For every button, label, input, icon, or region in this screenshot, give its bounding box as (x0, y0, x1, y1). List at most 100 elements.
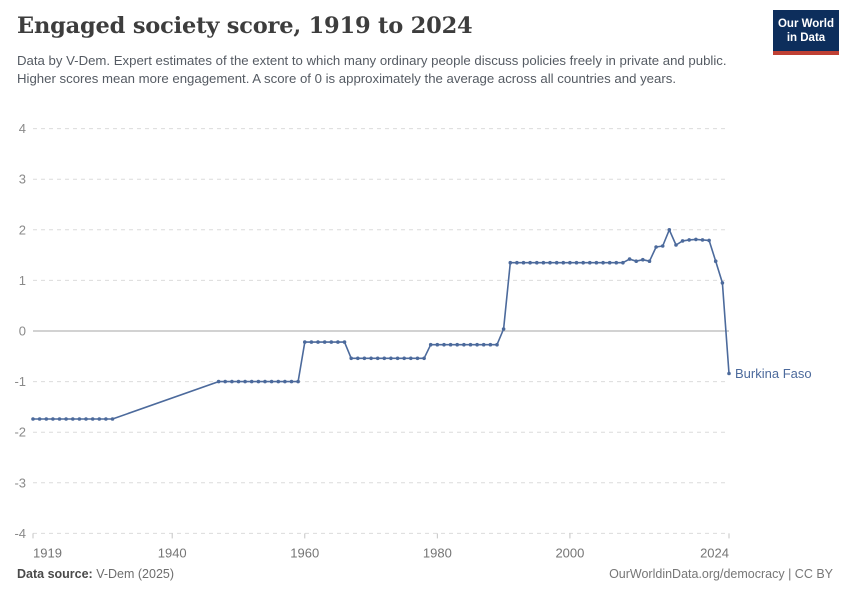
data-point[interactable] (336, 340, 340, 344)
data-point[interactable] (349, 356, 354, 361)
data-point[interactable] (216, 379, 221, 384)
data-point[interactable] (236, 379, 241, 384)
owid-logo[interactable]: Our World in Data (773, 10, 839, 55)
data-point[interactable] (568, 260, 572, 265)
series-line-burkina-faso[interactable] (32, 229, 730, 420)
data-point[interactable] (296, 379, 300, 384)
data-point[interactable] (521, 260, 526, 265)
data-point[interactable] (667, 228, 672, 232)
data-point[interactable] (322, 340, 327, 344)
data-point[interactable] (621, 260, 625, 265)
data-point[interactable] (382, 356, 387, 361)
data-point[interactable] (389, 356, 393, 361)
data-point[interactable] (634, 259, 638, 263)
data-point[interactable] (64, 417, 68, 421)
data-point[interactable] (713, 259, 718, 263)
data-point[interactable] (687, 238, 691, 242)
credit-link[interactable]: OurWorldinData.org/democracy | CC BY (609, 567, 833, 581)
data-point[interactable] (727, 371, 731, 376)
data-point[interactable] (647, 259, 652, 263)
data-point[interactable] (501, 327, 506, 331)
data-point[interactable] (694, 237, 698, 242)
data-point[interactable] (627, 257, 632, 261)
data-point[interactable] (535, 260, 539, 265)
data-point[interactable] (375, 356, 380, 361)
data-point[interactable] (554, 260, 559, 265)
data-point[interactable] (428, 342, 433, 347)
data-point[interactable] (329, 340, 334, 344)
data-source: Data source: V-Dem (2025) (17, 567, 174, 581)
owid-logo-line1: Our World (777, 18, 834, 30)
data-point[interactable] (581, 260, 585, 265)
y-axis-label: 4 (19, 121, 26, 136)
data-point[interactable] (435, 342, 440, 347)
data-point[interactable] (263, 379, 267, 384)
data-point[interactable] (488, 342, 493, 347)
data-point[interactable] (283, 379, 287, 384)
data-point[interactable] (369, 356, 373, 361)
data-point[interactable] (528, 260, 532, 265)
data-point[interactable] (415, 356, 420, 361)
data-point[interactable] (641, 257, 645, 262)
y-axis-label: -4 (14, 526, 26, 541)
data-point[interactable] (588, 260, 592, 265)
data-point[interactable] (316, 340, 320, 344)
data-point[interactable] (71, 417, 75, 421)
data-point[interactable] (362, 356, 367, 361)
data-point[interactable] (243, 379, 247, 384)
data-point[interactable] (515, 260, 519, 265)
data-point[interactable] (574, 260, 579, 265)
data-point[interactable] (395, 356, 400, 361)
data-point[interactable] (707, 238, 711, 243)
data-point[interactable] (541, 260, 546, 265)
data-point[interactable] (342, 340, 347, 344)
data-point[interactable] (57, 417, 62, 421)
data-point[interactable] (422, 356, 426, 361)
data-point[interactable] (700, 238, 705, 242)
data-point[interactable] (303, 340, 307, 344)
data-point[interactable] (468, 342, 473, 347)
data-point[interactable] (548, 260, 552, 265)
data-point[interactable] (614, 260, 619, 265)
data-point[interactable] (601, 260, 605, 265)
data-point[interactable] (409, 356, 413, 361)
data-point[interactable] (356, 356, 360, 361)
data-point[interactable] (594, 260, 599, 265)
x-axis-label: 1919 (33, 545, 62, 560)
data-point[interactable] (110, 417, 115, 421)
data-point[interactable] (654, 245, 658, 249)
data-point[interactable] (462, 342, 466, 347)
data-point[interactable] (249, 379, 254, 384)
data-point[interactable] (309, 340, 314, 344)
data-point[interactable] (37, 417, 42, 421)
data-point[interactable] (31, 417, 35, 421)
data-point[interactable] (256, 379, 261, 384)
data-point[interactable] (720, 281, 725, 285)
data-point[interactable] (84, 417, 88, 421)
data-point[interactable] (44, 417, 49, 421)
data-point[interactable] (104, 417, 108, 421)
owid-logo-line2: in Data (786, 32, 826, 45)
data-point[interactable] (481, 342, 486, 347)
data-point[interactable] (508, 260, 513, 265)
data-point[interactable] (561, 260, 566, 265)
data-point[interactable] (223, 379, 227, 384)
data-point[interactable] (289, 379, 294, 384)
data-point[interactable] (455, 342, 460, 347)
data-point[interactable] (607, 260, 612, 265)
data-point[interactable] (402, 356, 407, 361)
data-point[interactable] (276, 379, 281, 384)
data-point[interactable] (680, 239, 685, 243)
data-point[interactable] (97, 417, 102, 421)
data-point[interactable] (495, 342, 499, 347)
data-point[interactable] (90, 417, 95, 421)
data-point[interactable] (269, 379, 274, 384)
data-point[interactable] (448, 342, 453, 347)
data-point[interactable] (475, 342, 479, 347)
data-point[interactable] (660, 244, 665, 248)
data-point[interactable] (674, 243, 678, 247)
data-point[interactable] (51, 417, 55, 421)
data-point[interactable] (442, 342, 446, 347)
data-point[interactable] (77, 417, 82, 421)
data-point[interactable] (230, 379, 234, 384)
